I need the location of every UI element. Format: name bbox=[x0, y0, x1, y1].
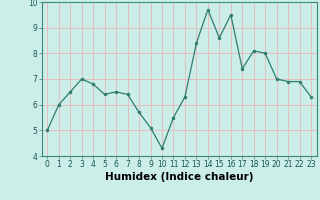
X-axis label: Humidex (Indice chaleur): Humidex (Indice chaleur) bbox=[105, 172, 253, 182]
